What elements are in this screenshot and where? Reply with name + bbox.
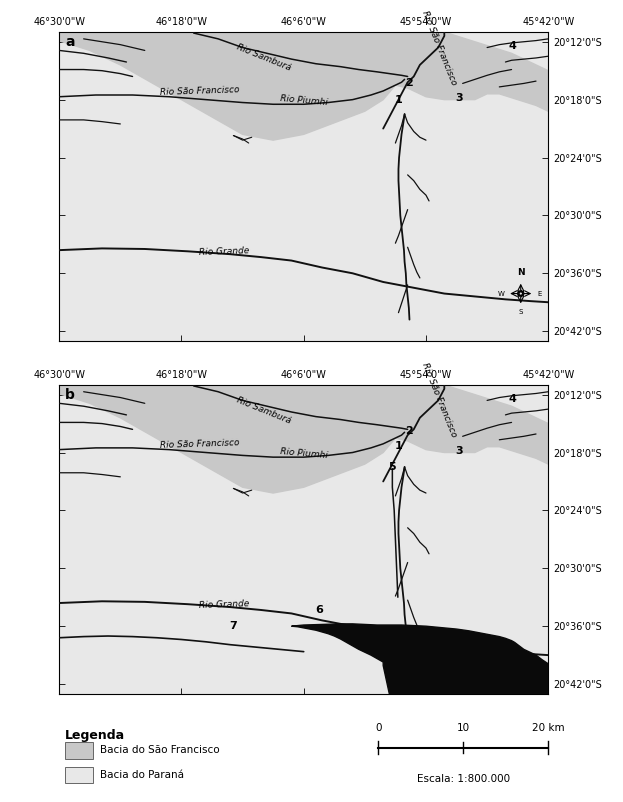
Text: Rio Grande: Rio Grande [199, 599, 250, 610]
Text: Bacia do Paraná: Bacia do Paraná [100, 770, 184, 780]
Bar [65, 767, 93, 783]
Bar [65, 742, 93, 759]
Text: Rio São Francisco: Rio São Francisco [421, 9, 459, 86]
Text: Legenda: Legenda [65, 728, 125, 742]
Text: 20 km: 20 km [531, 723, 564, 733]
Text: b: b [65, 388, 75, 402]
Polygon shape [59, 385, 548, 493]
Text: 3: 3 [456, 94, 464, 103]
Text: 4: 4 [509, 42, 516, 51]
Polygon shape [59, 41, 548, 341]
Text: Rio São Francisco: Rio São Francisco [421, 362, 459, 439]
Text: 4: 4 [509, 395, 516, 404]
Polygon shape [292, 624, 548, 694]
Text: Rio Piumhi: Rio Piumhi [280, 447, 328, 460]
Text: 2: 2 [405, 426, 412, 435]
Text: 3: 3 [456, 447, 464, 456]
Text: 0: 0 [375, 723, 382, 733]
Text: E: E [538, 290, 542, 297]
Text: 5: 5 [389, 462, 396, 472]
Text: 10: 10 [457, 723, 470, 733]
Text: 1: 1 [394, 95, 402, 104]
Text: Bacia do São Francisco: Bacia do São Francisco [100, 745, 219, 755]
Text: W: W [498, 290, 505, 297]
Text: 1: 1 [394, 440, 402, 451]
Polygon shape [59, 394, 548, 694]
Text: S: S [518, 309, 523, 314]
Text: Rio Piumhi: Rio Piumhi [280, 94, 328, 107]
Text: Rio Samburá: Rio Samburá [235, 43, 292, 73]
Text: a: a [65, 35, 75, 49]
Text: Rio São Francisco: Rio São Francisco [160, 439, 240, 450]
Polygon shape [59, 32, 548, 140]
Text: Rio São Francisco: Rio São Francisco [160, 86, 240, 97]
Text: 2: 2 [405, 79, 412, 88]
Text: Rio Grande: Rio Grande [199, 246, 250, 257]
Text: N: N [517, 269, 525, 277]
Text: 6: 6 [315, 605, 323, 615]
Text: Rio Samburá: Rio Samburá [235, 396, 292, 426]
Text: Escala: 1:800.000: Escala: 1:800.000 [417, 774, 510, 784]
Text: 7: 7 [229, 622, 237, 631]
